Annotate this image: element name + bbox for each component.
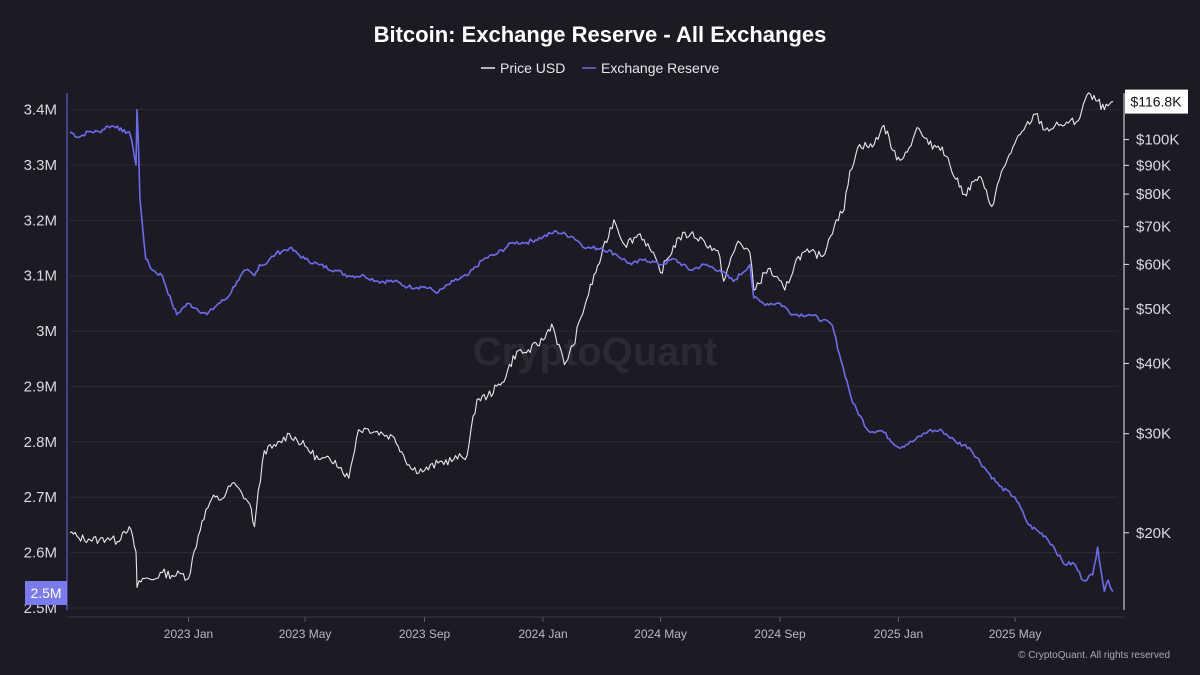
right-tick-label: $90K: [1136, 157, 1171, 174]
legend: Price USD Exchange Reserve: [481, 60, 720, 76]
reserve-series-line[interactable]: [69, 108, 1114, 593]
watermark: CryptoQuant: [473, 330, 717, 374]
x-tick-label: 2023 Sep: [399, 627, 451, 641]
left-current-value-marker: 2.5M: [25, 581, 67, 605]
right-tick-label: $40K: [1136, 355, 1171, 372]
legend-price-label[interactable]: Price USD: [500, 60, 565, 76]
right-tick-label: $30K: [1136, 426, 1171, 443]
x-tick-label: 2024 Sep: [754, 627, 806, 641]
right-axis: $100K $90K $80K $70K $60K $50K $40K $30K $20K: [1124, 132, 1179, 542]
right-tick-label: $20K: [1136, 525, 1171, 542]
right-tick-label: $60K: [1136, 256, 1171, 273]
right-current-value-marker: $116.8K: [1125, 89, 1188, 114]
left-tick-label: 3.4M: [24, 102, 57, 119]
x-tick-label: 2025 May: [989, 627, 1042, 641]
left-tick-label: 3.1M: [24, 268, 57, 285]
left-tick-label: 3.2M: [24, 212, 57, 229]
price-series-line[interactable]: [69, 92, 1114, 588]
left-tick-label: 2.6M: [24, 545, 57, 562]
legend-reserve-label[interactable]: Exchange Reserve: [601, 60, 720, 76]
left-tick-label: 2.7M: [24, 489, 57, 506]
right-tick-label: $80K: [1136, 186, 1171, 203]
left-tick-label: 2.9M: [24, 378, 57, 395]
x-tick-label: 2025 Jan: [874, 627, 923, 641]
x-tick-label: 2023 May: [279, 627, 332, 641]
right-tick-label: $100K: [1136, 132, 1179, 149]
left-tick-label: 3M: [36, 323, 57, 340]
left-current-value-label: 2.5M: [30, 585, 61, 601]
left-current-value-box: [25, 581, 67, 605]
right-tick-label: $70K: [1136, 219, 1171, 236]
x-tick-label: 2024 Jan: [518, 627, 567, 641]
copyright-notice: © CryptoQuant. All rights reserved: [1018, 650, 1170, 661]
chart-title: Bitcoin: Exchange Reserve - All Exchange…: [374, 22, 827, 47]
left-tick-label: 2.8M: [24, 434, 57, 451]
right-tick-label: $50K: [1136, 301, 1171, 318]
x-axis: 2023 Jan 2023 May 2023 Sep 2024 Jan 2024 May…: [67, 616, 1124, 641]
right-current-value-box: [1125, 89, 1188, 114]
x-tick-label: 2023 Jan: [164, 627, 213, 641]
right-current-value-label: $116.8K: [1130, 94, 1182, 110]
left-tick-label: 3.3M: [24, 157, 57, 174]
x-tick-label: 2024 May: [634, 627, 687, 641]
